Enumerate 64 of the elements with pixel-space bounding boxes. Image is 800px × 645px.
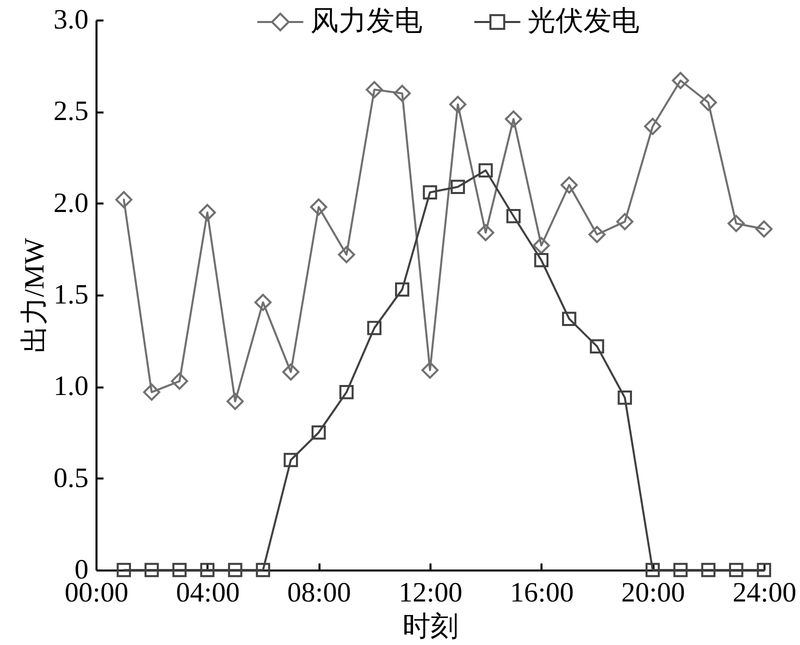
point	[422, 185, 438, 200]
point	[701, 562, 716, 578]
x-tick-label: 24:00	[732, 578, 796, 608]
point	[143, 384, 160, 401]
y-tick-label: 0.5	[54, 462, 88, 494]
point	[590, 339, 604, 354]
point	[477, 224, 494, 242]
point	[282, 363, 300, 381]
point	[532, 236, 550, 254]
point	[588, 226, 606, 244]
point	[478, 163, 493, 178]
x-tick-label: 04:00	[176, 578, 240, 608]
x-tick-label: 20:00	[621, 578, 686, 608]
point	[534, 253, 548, 268]
x-tick-label: 16:00	[510, 578, 574, 608]
point	[144, 562, 159, 578]
point	[284, 452, 298, 468]
point	[172, 562, 187, 578]
point	[226, 392, 244, 410]
point	[170, 372, 188, 390]
point	[450, 180, 465, 194]
x-tick-label: 12:00	[398, 578, 462, 608]
point	[672, 72, 690, 90]
x-axis-title: 时刻	[402, 612, 458, 642]
point	[504, 110, 522, 128]
y-tick-label: 2.5	[54, 96, 88, 128]
point	[700, 94, 717, 112]
point	[394, 84, 411, 102]
point	[646, 562, 660, 578]
point	[256, 562, 270, 578]
y-tick-label: 1.0	[54, 371, 88, 402]
y-tick-label: 1.5	[54, 280, 88, 310]
point	[200, 562, 214, 578]
point	[115, 191, 132, 208]
point	[506, 209, 521, 224]
y-tick-label: 3.0	[54, 4, 88, 36]
x-tick-label: 08:00	[287, 578, 352, 608]
legend-label: 光伏发电	[527, 6, 640, 37]
point	[366, 81, 383, 98]
y-tick-label: 2.0	[54, 188, 88, 219]
point	[729, 562, 744, 578]
point	[673, 562, 688, 578]
legend-label: 风力发电	[310, 6, 422, 37]
point	[421, 362, 439, 379]
point	[560, 176, 578, 194]
point	[616, 213, 634, 230]
point	[228, 562, 242, 578]
point	[338, 246, 356, 264]
point	[116, 562, 131, 578]
point	[756, 562, 772, 578]
y-axis-title: 出力/MW	[20, 237, 50, 354]
point	[198, 204, 216, 222]
point	[339, 385, 354, 400]
point	[312, 425, 326, 440]
point	[618, 390, 632, 405]
point	[562, 312, 576, 326]
point	[367, 320, 382, 336]
point	[395, 282, 410, 297]
point	[728, 214, 745, 232]
point	[310, 198, 328, 216]
point	[755, 220, 773, 238]
point	[449, 96, 466, 113]
point	[254, 294, 272, 311]
point	[644, 118, 662, 135]
